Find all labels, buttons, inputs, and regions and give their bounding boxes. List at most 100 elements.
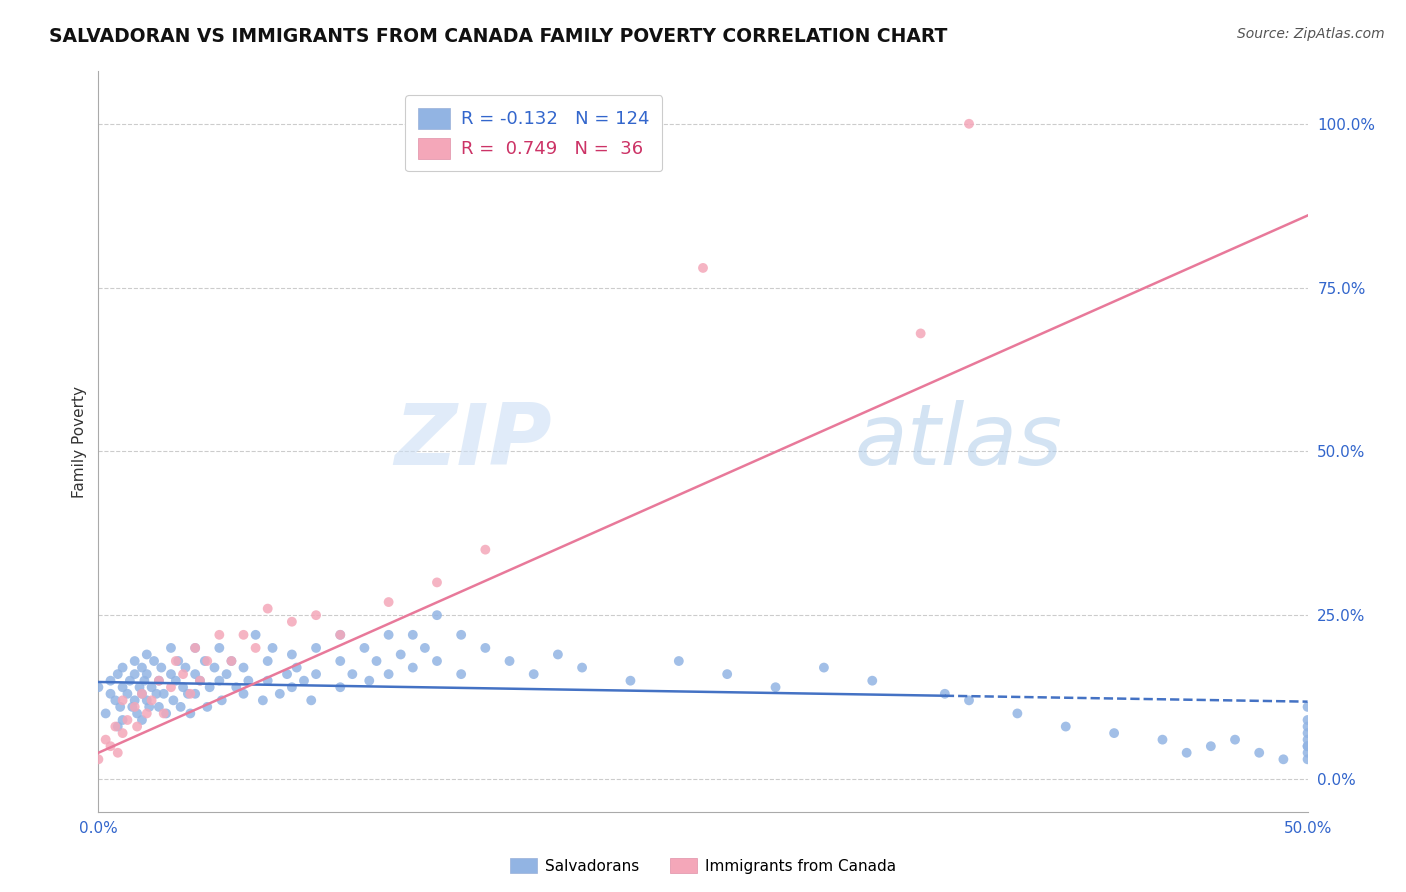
Point — [426, 608, 449, 623]
Point — [111, 660, 134, 674]
Point — [1296, 720, 1319, 734]
Point — [124, 654, 146, 668]
Point — [131, 660, 153, 674]
Point — [184, 687, 207, 701]
Point — [152, 706, 174, 721]
Point — [450, 628, 472, 642]
Point — [131, 713, 153, 727]
Point — [1296, 732, 1319, 747]
Point — [117, 713, 139, 727]
Point — [1296, 713, 1319, 727]
Point — [150, 660, 173, 674]
Point — [221, 654, 243, 668]
Point — [571, 660, 593, 674]
Point — [668, 654, 690, 668]
Text: atlas: atlas — [855, 400, 1062, 483]
Point — [281, 648, 304, 662]
Point — [155, 706, 177, 721]
Point — [252, 693, 274, 707]
Point — [910, 326, 932, 341]
Point — [523, 667, 546, 681]
Point — [165, 673, 187, 688]
Point — [121, 699, 143, 714]
Point — [148, 673, 170, 688]
Point — [160, 640, 183, 655]
Point — [143, 654, 166, 668]
Point — [1007, 706, 1029, 721]
Point — [329, 628, 352, 642]
Point — [111, 680, 134, 694]
Point — [195, 699, 218, 714]
Point — [860, 673, 883, 688]
Text: Source: ZipAtlas.com: Source: ZipAtlas.com — [1237, 27, 1385, 41]
Point — [118, 673, 141, 688]
Point — [184, 667, 207, 681]
Point — [160, 667, 183, 681]
Point — [179, 706, 201, 721]
Point — [87, 680, 110, 694]
Point — [211, 693, 233, 707]
Point — [281, 680, 304, 694]
Point — [204, 660, 226, 674]
Point — [198, 680, 221, 694]
Point — [215, 667, 238, 681]
Point — [269, 687, 291, 701]
Point — [104, 693, 127, 707]
Point — [450, 667, 472, 681]
Point — [276, 667, 298, 681]
Point — [1102, 726, 1125, 740]
Point — [957, 117, 980, 131]
Point — [232, 660, 254, 674]
Point — [162, 693, 184, 707]
Point — [256, 673, 278, 688]
Point — [208, 640, 231, 655]
Point — [111, 693, 134, 707]
Point — [127, 720, 149, 734]
Point — [138, 699, 160, 714]
Point — [692, 260, 714, 275]
Point — [765, 680, 787, 694]
Point — [100, 739, 122, 754]
Point — [141, 680, 163, 694]
Point — [1199, 739, 1222, 754]
Point — [117, 687, 139, 701]
Point — [104, 720, 127, 734]
Point — [329, 680, 352, 694]
Point — [389, 648, 412, 662]
Point — [107, 667, 129, 681]
Point — [100, 687, 122, 701]
Point — [128, 680, 150, 694]
Point — [188, 673, 211, 688]
Point — [934, 687, 956, 701]
Point — [107, 720, 129, 734]
Point — [177, 687, 200, 701]
Point — [179, 687, 201, 701]
Point — [285, 660, 308, 674]
Point — [208, 628, 231, 642]
Point — [377, 595, 399, 609]
Point — [152, 687, 174, 701]
Point — [127, 706, 149, 721]
Text: ZIP: ZIP — [394, 400, 551, 483]
Point — [1223, 732, 1246, 747]
Point — [402, 628, 425, 642]
Point — [111, 726, 134, 740]
Point — [1272, 752, 1295, 766]
Point — [292, 673, 315, 688]
Point — [148, 673, 170, 688]
Point — [208, 673, 231, 688]
Point — [957, 693, 980, 707]
Point — [245, 640, 267, 655]
Point — [111, 713, 134, 727]
Point — [547, 648, 569, 662]
Point — [169, 699, 191, 714]
Point — [174, 660, 197, 674]
Point — [135, 667, 157, 681]
Point — [135, 706, 157, 721]
Point — [135, 648, 157, 662]
Point — [107, 746, 129, 760]
Point — [184, 640, 207, 655]
Point — [1296, 746, 1319, 760]
Point — [342, 667, 364, 681]
Point — [474, 542, 496, 557]
